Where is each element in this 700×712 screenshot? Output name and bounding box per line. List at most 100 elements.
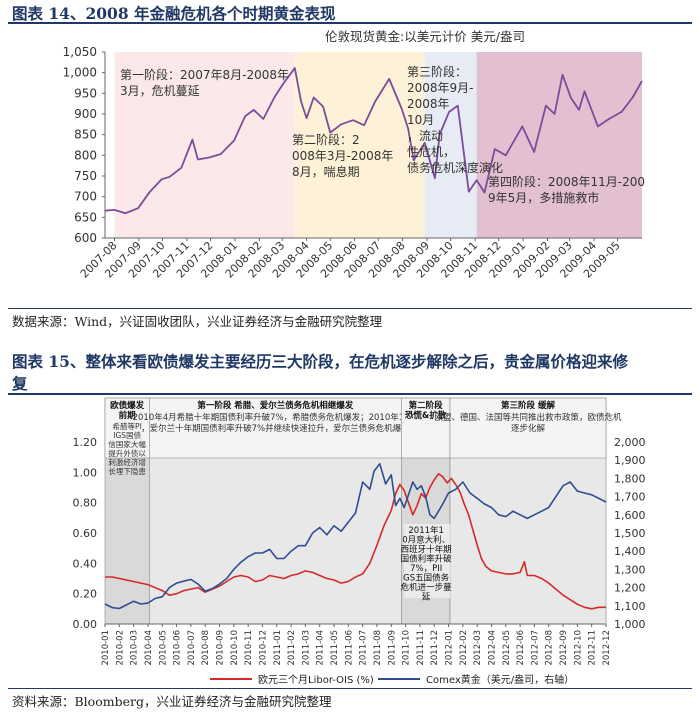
annotation-text: GS五国债务 [403,573,449,584]
phase-label: 第四阶段：2008年11月-200 [488,174,645,189]
x-tick-label: 2011-07 [359,630,369,666]
phase-label: 第一阶段：2007年8月-2008年 [120,67,289,82]
x-tick-label: 2011-04 [316,630,326,666]
x-tick-label: 2011-05 [330,630,340,666]
x-tick-label: 2012-03 [473,630,483,666]
x-tick-label: 2012-09 [559,630,569,666]
annotation-bg [404,524,451,598]
y-left-tick-label: 0.20 [73,588,98,601]
y-tick-label: 900 [74,107,97,121]
phase-label: 9年5月，多措施救市 [488,190,599,205]
phase-band [114,52,295,238]
x-tick-label: 2010-12 [258,630,268,666]
annotation-text: 国债利率升破 [401,554,453,565]
y-right-tick-label: 1,400 [614,545,646,558]
y-right-tick-label: 1,100 [614,600,646,613]
y-left-tick-label: 0.60 [73,527,98,540]
x-tick-label: 2011-03 [301,630,311,666]
x-tick-label: 2010-02 [115,630,125,666]
phase-label: 债务危机深度演化 [407,160,503,175]
phase-text: 2010年4月希腊十年期国债利率升破7%，希腊债务危机爆发；2010年11月 [133,412,418,423]
y-left-tick-label: 1.00 [73,466,98,479]
phase-title: 第一阶段 希腊、爱尔兰债务危机相继爆发 [197,400,353,411]
y-right-tick-label: 1,300 [614,563,646,576]
x-tick-label: 2011-02 [287,630,297,666]
x-tick-label: 2011-11 [416,630,426,666]
figure-15-caption-line1: 图表 15、整体来看欧债爆发主要经历三大阶段，在危机逐步解除之后，贵金属价格迎来… [12,352,628,371]
y-right-tick-label: 1,700 [614,491,646,504]
y-tick-label: 800 [74,148,97,162]
x-tick-label: 2012-10 [573,630,583,666]
figure-15-caption-line2: 复 [12,374,28,393]
phase-text: 欧盟、德国、法国等共同推出救市政策，欧债危机 [434,412,622,423]
y-left-tick-label: 0.40 [73,557,98,570]
caption-rule [8,22,692,24]
phase-title: 恐慌&扩散 [405,410,447,421]
y-right-tick-label: 2,000 [614,436,646,449]
x-tick-label: 2010-03 [130,630,140,666]
legend-label: Comex黄金（美元/盎司，右轴） [426,673,574,686]
phase-label: 8月，喘息期 [292,164,360,179]
y-tick-label: 700 [74,190,97,204]
y-tick-label: 600 [74,231,97,245]
phase-title: 前期 [119,410,137,421]
x-tick-label: 2010-10 [230,630,240,666]
x-tick-label: 2011-01 [273,630,283,666]
y-tick-label: 850 [74,128,97,142]
phase-text: 长埋下隐患 [108,466,146,476]
y-right-tick-label: 1,600 [614,509,646,522]
y-right-tick-label: 1,900 [614,454,646,467]
phase-text: IGS国债 [113,430,141,440]
x-tick-label: 2010-08 [201,630,211,666]
phase-title: 第二阶段 [409,400,444,411]
y-right-tick-label: 1,200 [614,582,646,595]
x-tick-label: 2010-04 [144,630,154,666]
phase-title: 第三阶段 缓解 [501,400,555,411]
x-tick-label: 2010-06 [173,630,183,666]
phase-box [149,397,402,459]
phase-text: 刺激经济增 [108,457,146,467]
x-tick-label: 2010-07 [187,630,197,666]
phase-label: 3月，危机蔓延 [120,84,200,98]
y-right-tick-label: 1,800 [614,472,646,485]
y-tick-label: 1,000 [63,66,97,80]
gold-price-line [104,67,643,215]
comex-gold-line [104,463,607,610]
phase-label: ，流动 [407,129,443,143]
x-tick-label: 2010-09 [216,630,226,666]
source-rule [8,308,692,309]
y-left-tick-label: 0.00 [73,618,98,631]
phase-text: ，爱尔兰十年期国债利率升破7%并继续快速拉升，爱尔兰债务危机爆发 [141,423,410,434]
phase-text: 信国家大幅 [108,439,146,449]
x-tick-label: 2012-11 [588,630,598,666]
y-tick-label: 1,050 [63,45,97,59]
phase-label: 008年3月-2008年 [292,149,393,163]
phase-title: 欧债爆发 [110,400,145,411]
y-tick-label: 650 [74,210,97,224]
phase-text: 逐步化解 [511,423,546,434]
x-tick-label: 2012-12 [602,630,612,666]
phase-label: 第三阶段： [407,64,467,79]
x-tick-label: 2011-06 [344,630,354,666]
phase-band [294,52,425,238]
figure-14-caption: 图表 14、2008 年金融危机各个时期黄金表现 [12,4,336,23]
libor-ois-line [105,473,606,610]
phase-label: 第二阶段：2 [292,132,360,147]
caption-rule [8,393,692,395]
phase-label: 10月 [407,113,434,127]
x-tick-label: 2012-01 [445,630,455,666]
phase-box [401,397,451,459]
x-tick-label: 2011-08 [373,630,383,666]
x-tick-label: 2012-05 [502,630,512,666]
annotation-text: 0月意大利、 [402,535,450,546]
annotation-text: 西班牙十年期 [401,544,452,555]
x-tick-label: 2010-11 [244,630,254,666]
phase-label: 2008年 [407,97,450,111]
x-tick-label: 2011-12 [430,630,440,666]
x-tick-label: 2010-05 [158,630,168,666]
y-tick-label: 950 [74,86,97,100]
x-tick-label: 2011-10 [402,630,412,666]
x-tick-label: 2011-09 [387,630,397,666]
